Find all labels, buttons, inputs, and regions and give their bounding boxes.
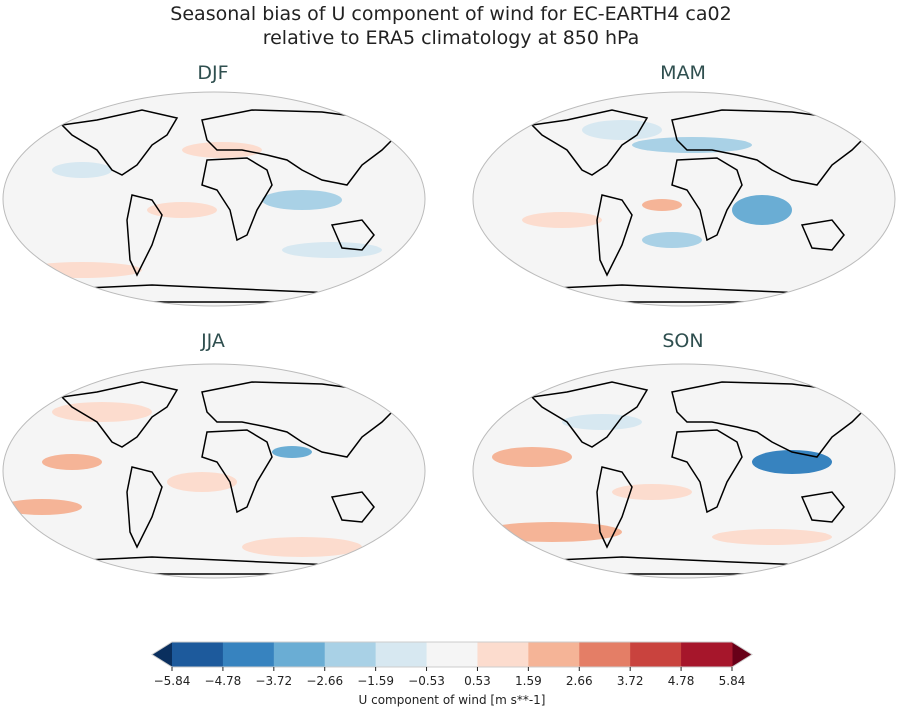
coastline bbox=[509, 381, 869, 575]
colorbar-tick-label: −0.53 bbox=[408, 674, 445, 688]
colorbar: −5.84 −4.78 −3.72 −2.66 −1.59 −0.53 0.53 1.59 2.… bbox=[151, 641, 753, 707]
bias-contour bbox=[262, 190, 342, 210]
colorbar-segment bbox=[681, 642, 733, 667]
panel-title-son: SON bbox=[662, 330, 704, 352]
bias-contour bbox=[3, 499, 82, 515]
colorbar-tick-label: −5.84 bbox=[154, 674, 191, 688]
colorbar-segment bbox=[528, 642, 580, 667]
panel-title-djf: DJF bbox=[197, 62, 229, 84]
bias-contour bbox=[642, 232, 702, 248]
bias-contour bbox=[482, 522, 622, 542]
map-panel-djf bbox=[2, 91, 426, 307]
bias-contour bbox=[562, 414, 642, 430]
bias-contour bbox=[147, 202, 217, 218]
map-border bbox=[2, 363, 426, 579]
colorbar-tick-label: −3.72 bbox=[255, 674, 292, 688]
map-panel-jja bbox=[2, 363, 426, 579]
colorbar-tick-label: −4.78 bbox=[205, 674, 242, 688]
map-panel-son bbox=[472, 363, 896, 579]
bias-contour bbox=[272, 446, 312, 458]
map-border bbox=[2, 91, 426, 307]
coastline bbox=[39, 381, 399, 575]
panel-title-mam: MAM bbox=[660, 62, 706, 84]
bias-contour bbox=[612, 484, 692, 500]
bias-contour bbox=[282, 242, 382, 258]
colorbar-segment bbox=[477, 642, 529, 667]
bias-contour bbox=[42, 454, 102, 470]
map-panel-mam bbox=[472, 91, 896, 307]
panel-title-jja: JJA bbox=[201, 330, 225, 352]
coastline bbox=[509, 109, 869, 303]
bias-contour bbox=[732, 195, 792, 225]
figure-title-line1: Seasonal bias of U component of wind for… bbox=[170, 3, 732, 25]
colorbar-tick-label: 3.72 bbox=[617, 674, 644, 688]
colorbar-tick-label: 4.78 bbox=[668, 674, 695, 688]
bias-contour bbox=[712, 529, 832, 545]
colorbar-segment bbox=[324, 642, 377, 667]
colorbar-tick-label: −2.66 bbox=[306, 674, 343, 688]
map-border bbox=[472, 91, 896, 307]
colorbar-extend-over bbox=[732, 642, 752, 667]
colorbar-segment bbox=[375, 642, 428, 667]
bias-contour bbox=[582, 120, 662, 140]
colorbar-segment bbox=[426, 642, 478, 667]
bias-contour bbox=[22, 262, 142, 278]
bias-contour bbox=[242, 537, 362, 557]
bias-contour bbox=[492, 447, 572, 467]
colorbar-segment bbox=[630, 642, 682, 667]
colorbar-segment bbox=[222, 642, 275, 667]
colorbar-tick-label: 0.53 bbox=[464, 674, 491, 688]
colorbar-segment bbox=[273, 642, 326, 667]
bias-contour bbox=[632, 137, 752, 153]
colorbar-tick-label: 2.66 bbox=[566, 674, 593, 688]
colorbar-tick-label: −1.59 bbox=[357, 674, 394, 688]
bias-contour bbox=[167, 472, 237, 492]
colorbar-label: U component of wind [m s**-1] bbox=[359, 693, 546, 707]
map-border bbox=[472, 363, 896, 579]
figure-title-line2: relative to ERA5 climatology at 850 hPa bbox=[262, 27, 640, 49]
bias-contour bbox=[642, 199, 682, 211]
colorbar-tick-label: 1.59 bbox=[515, 674, 542, 688]
coastline bbox=[39, 109, 399, 303]
bias-contour bbox=[52, 402, 152, 422]
bias-contour bbox=[52, 162, 112, 178]
colorbar-tick-label: 5.84 bbox=[719, 674, 746, 688]
map-background bbox=[473, 92, 895, 306]
colorbar-segment bbox=[172, 642, 224, 667]
bias-contour bbox=[522, 212, 602, 228]
colorbar-segment bbox=[579, 642, 631, 667]
colorbar-extend-under bbox=[152, 642, 172, 667]
